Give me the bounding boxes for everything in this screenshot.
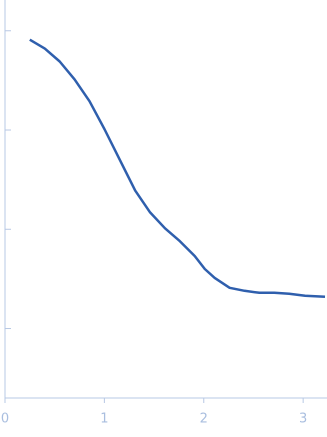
- data-line: [29, 38, 326, 299]
- x-tick-label: 3: [299, 412, 307, 427]
- x-tick-label: 1: [100, 412, 108, 427]
- x-tick-label: 2: [200, 412, 208, 427]
- x-tick-label: 0: [1, 412, 9, 427]
